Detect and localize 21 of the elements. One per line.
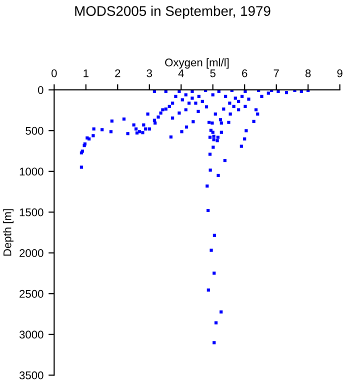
y-tick-label: 2000 xyxy=(20,249,44,258)
y-tick-label: 0 xyxy=(38,86,44,94)
x-tick-label: 5 xyxy=(210,69,216,78)
x-tick-label: 1 xyxy=(84,69,88,78)
x-tick-label: 9 xyxy=(337,69,342,78)
x-tick-label: 0 xyxy=(52,69,57,78)
y-tick-label: 3500 xyxy=(19,371,44,380)
y-axis-title: Depth [m] xyxy=(3,209,14,256)
y-tick-label: 500 xyxy=(26,126,44,135)
x-tick-label: 8 xyxy=(305,69,311,78)
chart-title: MODS2005 in September, 1979 xyxy=(75,6,270,19)
y-tick-label: 1500 xyxy=(20,208,44,216)
y-tick-label: 2500 xyxy=(20,290,44,298)
x-axis-title: Oxygen [ml/l] xyxy=(165,58,229,69)
x-tick-label: 7 xyxy=(274,69,279,78)
x-tick-label: 3 xyxy=(146,69,152,78)
y-tick-label: 1000 xyxy=(20,168,44,176)
y-tick-label: 3000 xyxy=(19,330,44,339)
x-tick-label: 4 xyxy=(178,69,184,78)
x-tick-label: 6 xyxy=(242,69,248,78)
x-tick-label: 2 xyxy=(115,69,120,78)
